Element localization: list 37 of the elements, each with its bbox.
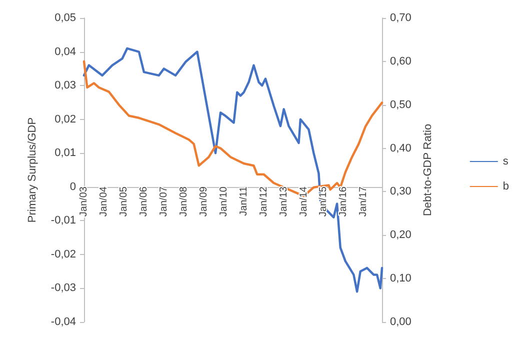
x-tick-label: Jan/06	[138, 186, 150, 217]
x-tick-label: Jan/14	[298, 186, 310, 217]
legend-label: s	[502, 156, 509, 168]
x-tick-label: Jan/09	[198, 186, 210, 217]
y2-tick-label: 0,20	[390, 229, 412, 242]
x-tick-label: Jan/07	[158, 186, 170, 217]
y-tick-label: 0,05	[54, 12, 76, 24]
y2-tick-label: 0,40	[390, 142, 412, 154]
x-tick-label: Jan/04	[98, 186, 110, 217]
x-tick-label: Jan/12	[258, 186, 270, 217]
y-tick-label: -0,04	[50, 316, 76, 328]
x-tick-label: Jan/16	[338, 186, 350, 217]
y-tick-label: -0,01	[50, 214, 76, 227]
x-tick-label: Jan/08	[178, 186, 190, 217]
y2-tick-label: 0,70	[390, 12, 412, 24]
y2-tick-label: 0,30	[390, 186, 412, 198]
y2-tick-label: 0,60	[390, 55, 412, 68]
x-tick-label: Jan/05	[118, 186, 130, 217]
x-tick-label: Jan/13	[278, 186, 290, 217]
x-tick-label: Jan/10	[218, 186, 230, 217]
x-tick-label: Jan/17	[358, 186, 370, 217]
legend-label: b	[502, 180, 510, 192]
y-tick-label: 0,01	[54, 147, 76, 160]
x-tick-label: Jan/15	[318, 186, 330, 217]
x-tick-label: Jan/11	[238, 186, 250, 216]
y2-tick-label: 0,00	[390, 316, 412, 328]
y-tick-label: 0,03	[54, 80, 76, 92]
y-tick-label: -0,02	[50, 248, 76, 260]
y2-tick-label: 0,10	[390, 272, 412, 285]
y2-tick-label: 0,50	[390, 98, 412, 111]
y2-axis-title: Debt-to-GDP Ratio	[422, 124, 434, 216]
y-tick-label: -0,03	[50, 282, 76, 294]
y-tick-label: 0	[70, 180, 76, 193]
y-tick-label: 0,04	[54, 46, 76, 58]
y-axis-title: Primary Surplus/GDP	[26, 117, 38, 223]
x-tick-label: Jan/03	[78, 186, 90, 217]
y-tick-label: 0,02	[54, 113, 76, 126]
